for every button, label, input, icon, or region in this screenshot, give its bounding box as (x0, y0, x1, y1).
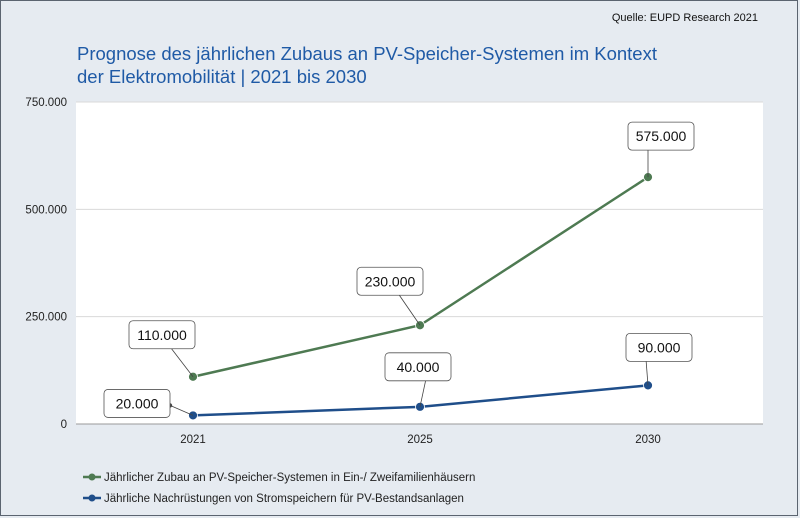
label-leader (645, 359, 649, 386)
data-label-box (627, 121, 695, 151)
data-label-box (128, 320, 196, 350)
y-tick-label: 500.000 (25, 204, 67, 216)
legend-swatch-marker (88, 473, 96, 481)
data-label-box (625, 332, 693, 362)
x-tick-label: 2021 (180, 434, 206, 446)
data-label: 20.000 (116, 395, 159, 411)
data-label-box (103, 389, 171, 418)
data-label-box (384, 352, 452, 382)
y-tick-label: 750.000 (25, 97, 67, 109)
legend-label: Jährliche Nachrüstungen von Stromspeiche… (104, 493, 464, 505)
chart-title: Prognose des jährlichen Zubaus an PV-Spe… (77, 42, 757, 88)
data-label: 110.000 (137, 327, 187, 343)
chart-title-line-1: Prognose des jährlichen Zubaus an PV-Spe… (77, 43, 657, 64)
data-label: 40.000 (397, 359, 440, 375)
label-leader (419, 378, 427, 407)
legend-label: Jährlicher Zubau an PV-Speicher-Systemen… (104, 472, 475, 484)
data-label: 90.000 (638, 339, 681, 355)
x-tick-label: 2025 (407, 434, 433, 446)
label-leader (397, 293, 421, 326)
data-label-box (356, 266, 424, 296)
label-leader (169, 346, 194, 378)
data-label: 230.000 (365, 273, 416, 289)
data-label: 575.000 (636, 128, 687, 144)
label-leader (169, 405, 194, 416)
chart-title-line-2: der Elektromobilität | 2021 bis 2030 (77, 66, 367, 87)
y-tick-label: 0 (61, 419, 67, 431)
y-tick-label: 250.000 (25, 312, 67, 324)
x-tick-label: 2030 (635, 434, 661, 446)
legend-swatch-marker (88, 494, 96, 502)
source-note: Quelle: EUPD Research 2021 (611, 12, 758, 24)
